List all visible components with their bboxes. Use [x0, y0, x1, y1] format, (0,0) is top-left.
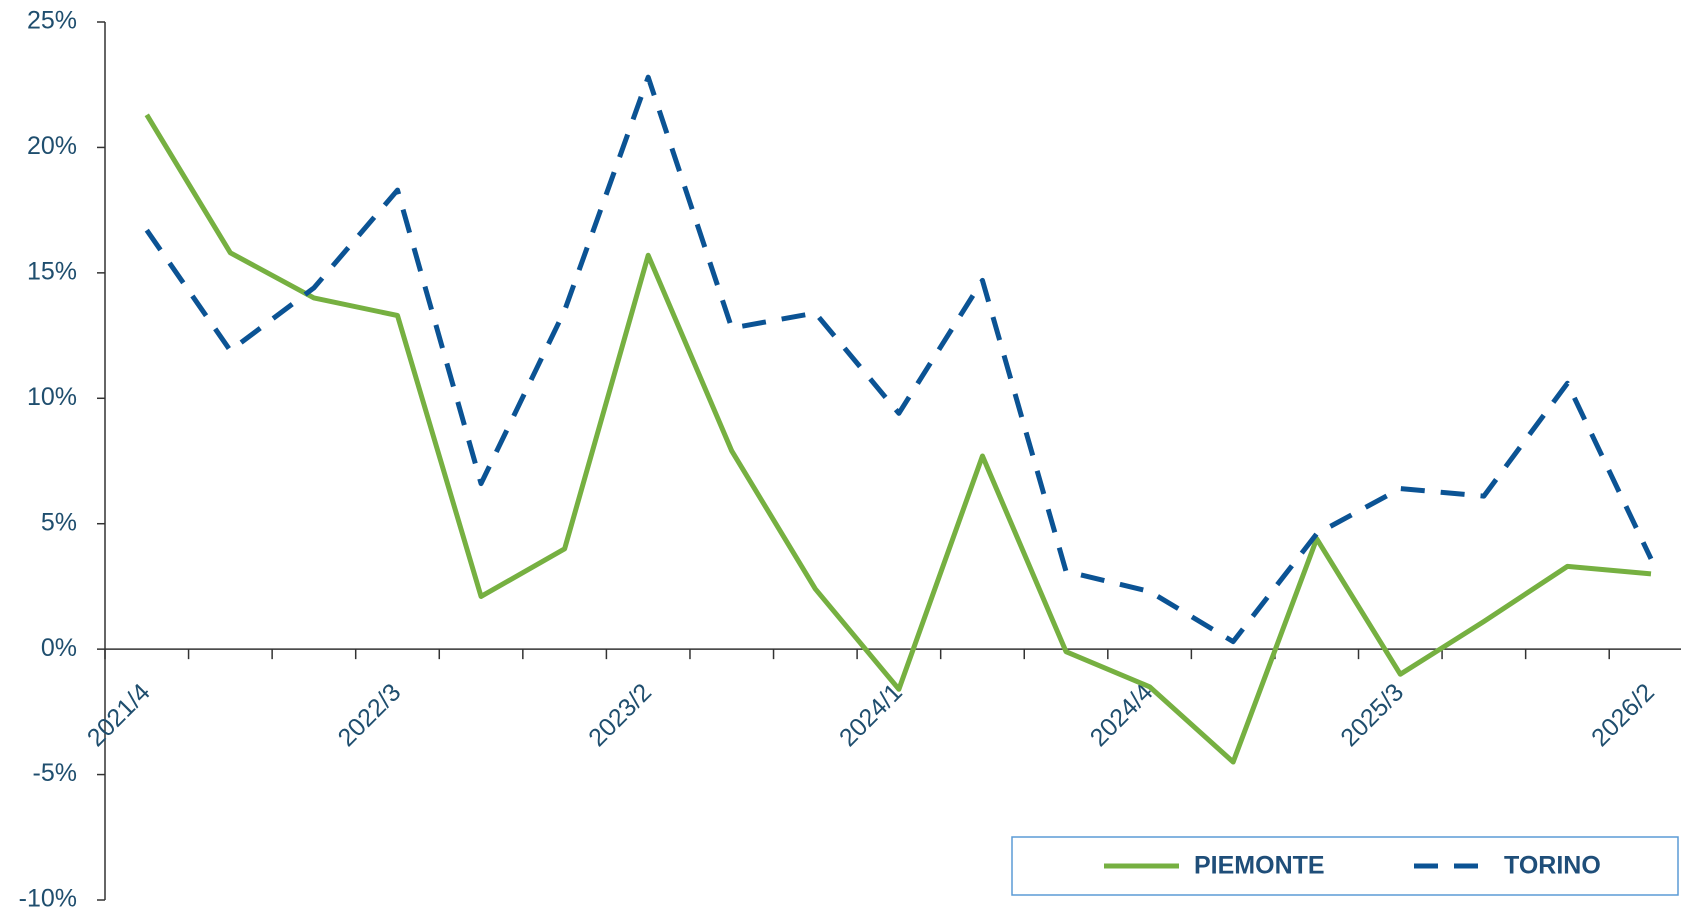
legend: PIEMONTE TORINO — [1011, 836, 1679, 896]
y-tick-label: 15% — [27, 257, 77, 285]
x-tick-label: 2021/4 — [82, 678, 156, 752]
legend-label: TORINO — [1504, 852, 1601, 880]
y-tick-label: -10% — [19, 885, 77, 913]
x-tick-label: 2024/4 — [1085, 678, 1159, 752]
x-tick-label: 2026/2 — [1586, 678, 1660, 752]
y-tick-label: 25% — [27, 7, 77, 35]
series-line — [144, 113, 1652, 765]
y-tick-label: 10% — [27, 383, 77, 411]
y-tick-label: 0% — [41, 634, 77, 662]
y-tick-label: 20% — [27, 132, 77, 160]
x-tick-label: 2023/2 — [583, 678, 657, 752]
series-line — [144, 74, 1654, 645]
y-tick-label: -5% — [33, 759, 77, 787]
x-tick-label: 2025/3 — [1335, 678, 1409, 752]
y-tick-label: 5% — [41, 508, 77, 536]
x-tick-label: 2022/3 — [333, 678, 407, 752]
legend-label: PIEMONTE — [1194, 852, 1325, 880]
